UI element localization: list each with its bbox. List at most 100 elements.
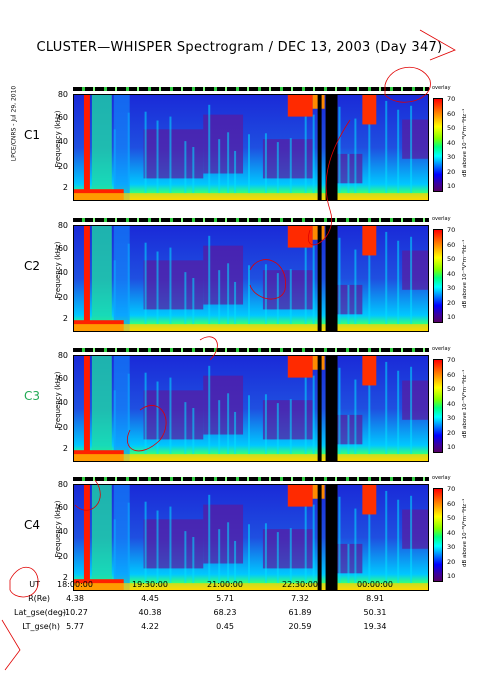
- status-bar: [73, 218, 429, 222]
- colorbar-tick-label: 30: [447, 284, 456, 292]
- colorbar-top-label: overlay: [432, 475, 451, 481]
- y-tick-label: 2: [62, 573, 68, 582]
- colorbar: [433, 359, 443, 453]
- colorbar-tick-label: 50: [447, 514, 456, 522]
- colorbar-unit: dB above 10⁻⁸V²m⁻²Hz⁻¹: [462, 369, 468, 438]
- colorbar-tick-label: 60: [447, 240, 456, 249]
- axis-row-label: UT: [29, 580, 40, 589]
- axis-value: 19.34: [363, 622, 387, 631]
- axis-row: LT_gse(h) 5.77 4.22 0.45 20.59 19.34: [0, 622, 479, 633]
- y-tick-label: 60: [57, 244, 68, 253]
- axis-value: 5.71: [216, 594, 234, 603]
- colorbar: [433, 98, 443, 192]
- colorbar-unit: dB above 10⁻⁸V²m⁻²Hz⁻¹: [462, 239, 468, 308]
- colorbar-top-label: overlay: [432, 216, 451, 222]
- colorbar-tick-label: 40: [447, 138, 456, 147]
- y-tick-label: 60: [57, 113, 68, 122]
- colorbar: [433, 488, 443, 582]
- y-tick-label: 2: [62, 183, 68, 192]
- axis-row-label: LT_gse(h): [22, 622, 60, 631]
- y-tick-label: 80: [57, 90, 68, 99]
- spectrogram-plot: [73, 225, 429, 332]
- axis-value: 7.32: [291, 594, 309, 603]
- y-tick-label: 40: [57, 268, 68, 277]
- colorbar-tick-label: 60: [447, 370, 456, 379]
- colorbar-tick-label: 10: [447, 443, 456, 451]
- axis-value: 61.89: [288, 608, 312, 617]
- colorbar-tick-label: 10: [447, 182, 456, 190]
- y-tick-label: 60: [57, 374, 68, 383]
- panel-name: C3: [24, 389, 41, 403]
- axis-value: 4.45: [141, 594, 159, 603]
- spectrogram-plot: [73, 94, 429, 201]
- y-tick-label: 20: [57, 162, 68, 171]
- colorbar-top-label: overlay: [432, 85, 451, 91]
- y-tick-label: 20: [57, 293, 68, 302]
- axis-value: 50.31: [363, 608, 387, 617]
- panel-name: C1: [24, 128, 41, 142]
- spectrogram-panel-c3: C3 Frequency (kHz) 80 60 40 20 2 overlay 70 60 50 4…: [0, 346, 479, 466]
- axis-value: 68.23: [213, 608, 237, 617]
- colorbar-tick-label: 10: [447, 572, 456, 580]
- axis-value: 21:00:00: [207, 580, 243, 589]
- axis-value: 22:30:00: [282, 580, 318, 589]
- colorbar-tick-label: 30: [447, 543, 456, 551]
- y-tick-label: 60: [57, 503, 68, 512]
- colorbar-tick-label: 40: [447, 399, 456, 408]
- colorbar-tick-label: 20: [447, 428, 456, 437]
- axis-row-label: R(Re): [28, 594, 50, 603]
- chart-title: CLUSTER—WHISPER Spectrogram / DEC 13, 20…: [36, 40, 443, 55]
- status-bar: [73, 477, 429, 481]
- y-tick-label: 80: [57, 221, 68, 230]
- axis-value: 18:00:00: [57, 580, 93, 589]
- y-tick-label: 40: [57, 527, 68, 536]
- colorbar-tick-label: 50: [447, 255, 456, 263]
- colorbar-tick-label: 20: [447, 167, 456, 176]
- status-bar: [73, 87, 429, 91]
- axis-value: -10.27: [62, 608, 88, 617]
- panel-name: C4: [24, 518, 41, 532]
- axis-value: 4.22: [141, 622, 159, 631]
- axis-value: 8.91: [366, 594, 384, 603]
- colorbar-tick-label: 40: [447, 528, 456, 537]
- spectrogram-panel-c4: C4 Frequency (kHz) 80 60 40 20 2 overlay 70 60 50 4…: [0, 475, 479, 595]
- colorbar-top-label: overlay: [432, 346, 451, 352]
- spectrogram-plot: [73, 355, 429, 462]
- x-axis-table: UT 18:00:00 19:30:00 21:00:00 22:30:00 00:00:…: [0, 580, 479, 660]
- colorbar-tick-label: 70: [447, 356, 456, 364]
- spectrogram-plot: [73, 484, 429, 591]
- y-tick-label: 40: [57, 137, 68, 146]
- colorbar-tick-label: 70: [447, 95, 456, 103]
- axis-row-label: Lat_gse(deg): [14, 608, 66, 617]
- panel-name: C2: [24, 259, 41, 273]
- axis-value: 19:30:00: [132, 580, 168, 589]
- status-bar: [73, 348, 429, 352]
- colorbar-unit: dB above 10⁻⁸V²m⁻²Hz⁻¹: [462, 108, 468, 177]
- y-tick-label: 80: [57, 351, 68, 360]
- y-tick-label: 40: [57, 398, 68, 407]
- axis-value: 00:00:00: [357, 580, 393, 589]
- axis-value: 5.77: [66, 622, 84, 631]
- axis-row: R(Re) 4.38 4.45 5.71 7.32 8.91: [0, 594, 479, 605]
- colorbar-tick-label: 50: [447, 124, 456, 132]
- axis-value: 0.45: [216, 622, 234, 631]
- colorbar-tick-label: 30: [447, 153, 456, 161]
- colorbar-tick-label: 70: [447, 226, 456, 234]
- y-tick-label: 20: [57, 423, 68, 432]
- colorbar-unit: dB above 10⁻⁸V²m⁻²Hz⁻¹: [462, 498, 468, 567]
- colorbar-tick-label: 50: [447, 385, 456, 393]
- axis-value: 40.38: [138, 608, 162, 617]
- colorbar-tick-label: 40: [447, 269, 456, 278]
- spectrogram-panel-c1: C1 Frequency (kHz) 80 60 40 20 2 overlay 70 60 50 4…: [0, 85, 479, 205]
- axis-value: 4.38: [66, 594, 84, 603]
- y-tick-label: 2: [62, 444, 68, 453]
- colorbar-tick-label: 30: [447, 414, 456, 422]
- y-tick-label: 20: [57, 552, 68, 561]
- y-tick-label: 2: [62, 314, 68, 323]
- colorbar-tick-label: 20: [447, 298, 456, 307]
- colorbar-tick-label: 10: [447, 313, 456, 321]
- colorbar-tick-label: 20: [447, 557, 456, 566]
- colorbar-tick-label: 60: [447, 109, 456, 118]
- colorbar: [433, 229, 443, 323]
- axis-row: Lat_gse(deg) -10.27 40.38 68.23 61.89 50.31: [0, 608, 479, 619]
